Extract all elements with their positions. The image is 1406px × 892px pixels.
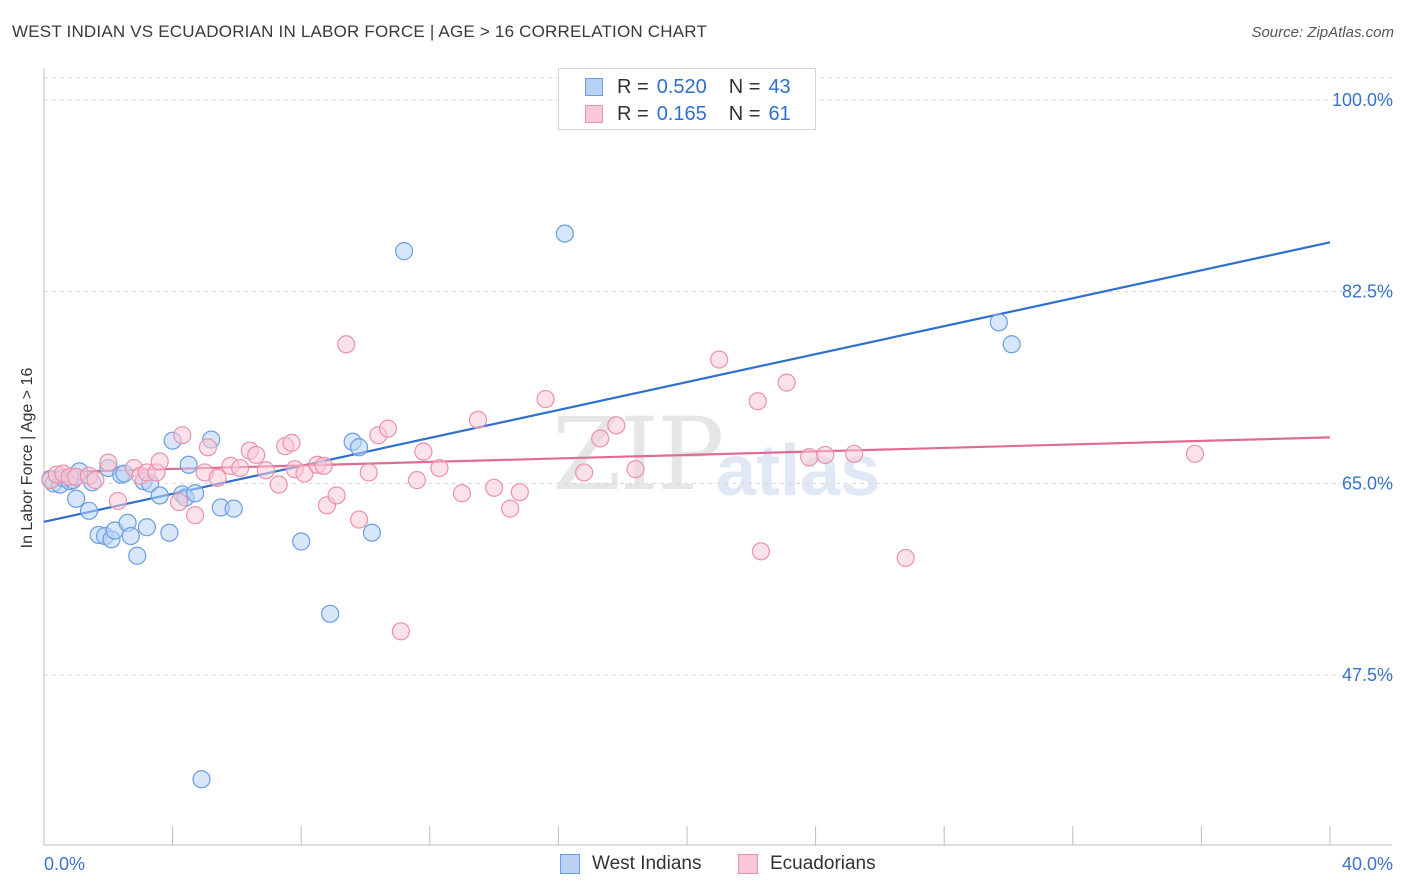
ecuadorian-point bbox=[391, 622, 410, 641]
legend-n-value: 43 bbox=[768, 75, 791, 98]
bottom-legend-label-west-indians: West Indians bbox=[592, 853, 702, 874]
ecuadorian-point bbox=[777, 373, 796, 392]
west-indian-point bbox=[79, 501, 99, 520]
bottom-legend-ecuadorians: Ecuadorians bbox=[738, 852, 876, 876]
west-indian-point bbox=[394, 242, 414, 261]
ecuadorian-point bbox=[86, 471, 105, 490]
ecuadorian-point bbox=[748, 392, 767, 411]
legend-row-ecuadorians: R = 0.165 N = 61 bbox=[585, 102, 791, 126]
ecuadorian-point bbox=[1185, 444, 1205, 463]
y-tick-label: 65.0% bbox=[1342, 473, 1393, 493]
axes bbox=[43, 68, 1392, 846]
chart-title: WEST INDIAN VS ECUADORIAN IN LABOR FORCE… bbox=[12, 22, 708, 41]
ecuadorian-point bbox=[536, 389, 555, 409]
ecuadorian-point bbox=[896, 548, 915, 568]
ecuadorian-point bbox=[327, 486, 346, 505]
west-indian-point bbox=[121, 526, 140, 546]
west-indian-point bbox=[160, 523, 179, 542]
legend-n-label: N = bbox=[728, 75, 761, 98]
ecuadorian-point bbox=[452, 484, 472, 503]
ecuadorian-point bbox=[575, 463, 594, 482]
legend-swatch-ecuadorians bbox=[585, 105, 603, 123]
west-indian-point bbox=[186, 484, 205, 503]
west-indian-point bbox=[1002, 335, 1021, 354]
legend-r-label: R = bbox=[617, 75, 649, 98]
ecuadorian-point bbox=[378, 419, 398, 438]
ecuadorian-point bbox=[607, 416, 626, 435]
ecuadorian-point bbox=[186, 506, 205, 525]
west-indians-trend-line bbox=[43, 241, 1331, 523]
bottom-legend-west-indians: West Indians bbox=[560, 852, 701, 876]
legend-row-west-indians: R = 0.520 N = 43 bbox=[585, 75, 791, 99]
west-indian-point bbox=[555, 224, 574, 243]
legend-swatch-west-indians bbox=[585, 78, 603, 96]
ecuadorian-point bbox=[626, 460, 645, 479]
ecuadorian-point bbox=[150, 452, 169, 471]
ecuadorian-point bbox=[359, 463, 378, 482]
x-tick-label: 0.0% bbox=[44, 854, 85, 874]
west-indian-point bbox=[362, 523, 382, 542]
ecuadorian-point bbox=[231, 458, 250, 478]
west-indian-point bbox=[292, 532, 311, 551]
ecuadorian-point bbox=[407, 471, 427, 490]
ecuadorian-point bbox=[314, 456, 333, 475]
ecuadorian-point bbox=[414, 442, 433, 461]
grid-lines bbox=[44, 77, 1392, 676]
ecuadorian-point bbox=[256, 461, 275, 480]
legend-n-value: 61 bbox=[768, 102, 791, 125]
ecuadorian-point bbox=[198, 438, 218, 457]
data-points bbox=[41, 224, 1205, 789]
ecuadorian-point bbox=[816, 445, 835, 465]
ecuadorian-point bbox=[468, 410, 488, 429]
trend-lines bbox=[43, 241, 1331, 523]
ecuadorian-point bbox=[430, 458, 449, 478]
ecuadorian-point bbox=[501, 499, 520, 518]
ecuadorian-point bbox=[282, 433, 301, 452]
ecuadorian-point bbox=[845, 444, 864, 463]
ecuadorian-point bbox=[99, 453, 118, 472]
y-tick-label: 100.0% bbox=[1332, 90, 1393, 110]
west-indian-point bbox=[128, 546, 147, 565]
legend-r-value: 0.165 bbox=[656, 102, 707, 125]
y-tick-label: 47.5% bbox=[1342, 665, 1393, 685]
west-indian-point bbox=[150, 486, 169, 505]
tick-labels: 100.0% 82.5% 65.0% 47.5% 0.0% 40.0% bbox=[44, 90, 1393, 874]
bottom-legend-label-ecuadorians: Ecuadorians bbox=[770, 853, 876, 874]
legend-n-label: N = bbox=[728, 102, 761, 125]
ecuadorian-point bbox=[295, 464, 314, 483]
bottom-legend-swatch-ecuadorians bbox=[738, 854, 758, 874]
west-indian-point bbox=[224, 499, 243, 518]
ecuadorian-point bbox=[800, 448, 819, 467]
ecuadorian-point bbox=[169, 492, 189, 512]
x-tick-label: 40.0% bbox=[1342, 854, 1393, 874]
ecuadorian-point bbox=[591, 429, 610, 448]
ecuadorian-point bbox=[485, 478, 504, 497]
west-indian-point bbox=[137, 518, 156, 537]
ecuadorian-point bbox=[710, 350, 729, 369]
watermark-atlas: atlas bbox=[716, 431, 881, 511]
west-indian-point bbox=[989, 313, 1008, 332]
west-indian-point bbox=[192, 770, 211, 789]
ecuadorian-point bbox=[349, 510, 369, 529]
y-tick-label: 82.5% bbox=[1342, 282, 1393, 302]
legend-r-value: 0.520 bbox=[656, 75, 707, 98]
ecuadorian-point bbox=[337, 335, 356, 354]
legend-box: R = 0.520 N = 43 R = 0.165 N = 61 bbox=[558, 68, 816, 130]
legend-r-label: R = bbox=[617, 102, 649, 125]
west-indian-point bbox=[321, 604, 340, 623]
ecuadorian-point bbox=[247, 445, 266, 465]
ecuadorian-point bbox=[510, 483, 529, 502]
bottom-legend-swatch-west-indians bbox=[560, 854, 580, 874]
source-credit: Source: ZipAtlas.com bbox=[1251, 24, 1394, 41]
ecuadorian-point bbox=[108, 491, 128, 511]
ecuadorian-point bbox=[208, 468, 227, 488]
west-indian-point bbox=[349, 438, 369, 457]
ecuadorian-point bbox=[269, 475, 288, 494]
west-indian-point bbox=[67, 489, 86, 508]
ecuadorian-point bbox=[173, 426, 192, 445]
ecuadorian-point bbox=[751, 542, 771, 561]
west-indian-point bbox=[179, 455, 198, 474]
